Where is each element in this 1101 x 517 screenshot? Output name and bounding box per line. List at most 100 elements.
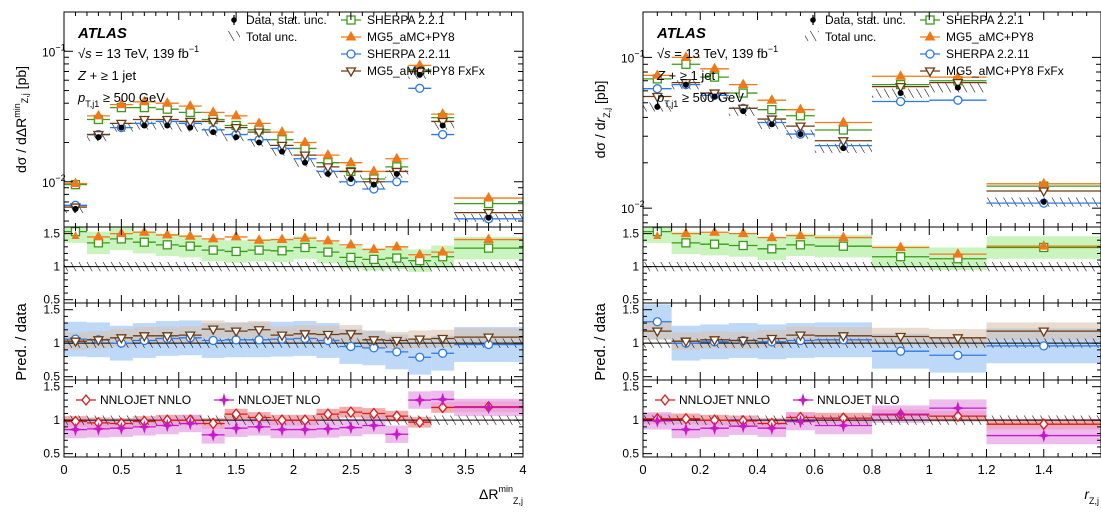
prediction-point [369, 166, 378, 174]
y-tick-label: 10−1 [42, 42, 66, 59]
ratio-panel-2: 0.511.5 [43, 303, 523, 384]
legend-data-label: Data, stat. unc. [246, 13, 327, 27]
ratio-point [301, 243, 309, 251]
x-tick-label: 1 [926, 462, 933, 477]
legend-total-label: Total unc. [246, 30, 297, 44]
prediction-point [484, 193, 493, 201]
prediction-point [209, 107, 218, 115]
data-point [233, 134, 239, 140]
ratio-point [347, 343, 355, 351]
x-tick-label: 2.5 [342, 462, 360, 477]
x-tick-label: 0.6 [806, 462, 824, 477]
legend: Data, stat. unc.Total unc.SHERPA 2.2.1MG… [226, 13, 485, 78]
x-axis-label: rZ,j [1084, 486, 1099, 506]
x-tick-label: 2 [290, 462, 297, 477]
legend-total-label: Total unc. [825, 30, 876, 44]
legend-marker [347, 68, 356, 76]
data-point [72, 206, 78, 212]
legend-marker [926, 50, 934, 58]
legend-marker [926, 68, 935, 76]
prediction-point [739, 80, 748, 88]
x-tick-label: 1.5 [227, 462, 245, 477]
data-point [1041, 199, 1047, 205]
prediction-point [232, 111, 241, 119]
data-point [95, 134, 101, 140]
x-tick-label: 4 [519, 462, 526, 477]
ratio-point [347, 253, 355, 261]
legend-label-fxfx: MG5_aMC+PY8 FxFx [367, 64, 485, 78]
data-point [279, 149, 285, 155]
ratio-point [653, 318, 661, 326]
ratio-point [163, 241, 171, 249]
x-tick-label: 0.4 [748, 462, 766, 477]
ratio-y-tick-label: 1 [53, 336, 60, 350]
data-point [118, 125, 124, 131]
prediction-point [323, 150, 332, 158]
prediction-point [897, 97, 905, 105]
prediction-point [954, 96, 962, 104]
ratio-point [209, 234, 218, 242]
ratio-point [393, 348, 401, 356]
data-point [256, 139, 262, 145]
x-tick-label: 0.8 [863, 462, 881, 477]
ratio-panel-2: 0.511.5 [622, 303, 1101, 384]
legend-marker [926, 32, 935, 40]
data-point [371, 182, 377, 188]
main-panel-1: 10−210−1dσ / drZ,j [pb]ATLAS√s = 13 TeV,… [592, 12, 1101, 227]
prediction-point [94, 111, 103, 119]
legend-data-label: Data, stat. unc. [825, 13, 906, 27]
ratio-legend-label-nlo: NNLOJET NLO [817, 393, 899, 407]
legend-total-swatch [805, 31, 819, 41]
ratio-y-tick-label: 1 [53, 260, 60, 274]
legend-total-swatch [226, 31, 240, 41]
data-point [141, 122, 147, 128]
main-y-axis-label: dσ / dΔRminZ,j [pb] [12, 66, 30, 173]
prediction-point [839, 126, 847, 134]
y-tick-label: 10−2 [621, 199, 645, 216]
ratio-legend-label-nlo: NNLOJET NLO [238, 393, 320, 407]
ratio-point [439, 349, 447, 357]
experiment-label: ATLAS [656, 25, 706, 42]
prediction-point [300, 137, 309, 145]
data-point [325, 171, 331, 177]
main-frame [643, 12, 1101, 227]
chart-delta-r: 10−210−1dσ / dΔRminZ,j [pb]ATLAS√s = 13 … [12, 12, 527, 506]
prediction-point [416, 84, 424, 92]
ratio-panel-1: 0.511.5 [43, 227, 523, 307]
data-point [348, 176, 354, 182]
ratio-point [255, 246, 263, 254]
legend-label-mg5: MG5_aMC+PY8 [367, 30, 455, 44]
ratio-point [370, 255, 378, 263]
ratio-point [278, 247, 286, 255]
ratio-legend-marker [798, 395, 809, 406]
prediction-point [839, 117, 848, 125]
series-sherpa221 [64, 66, 523, 208]
prediction-point [1039, 188, 1048, 196]
ratio-point [346, 240, 355, 248]
ratio-y-tick-label: 1 [53, 413, 60, 427]
ratio-point [767, 233, 776, 241]
ratio-point [324, 248, 332, 256]
ratio-y-axis-label: Pred. / data [592, 303, 609, 381]
legend-marker [347, 32, 356, 40]
energy-label: √s = 13 TeV, 139 fb−1 [657, 44, 778, 61]
ratio-point [140, 238, 148, 246]
x-axis-label: ΔRminZ,j [479, 484, 523, 506]
legend-marker [347, 50, 355, 58]
ratio-point [897, 347, 905, 355]
legend-label-sherpa2211: SHERPA 2.2.11 [946, 47, 1030, 61]
x-tick-label: 3 [405, 462, 412, 477]
ratio-point [209, 336, 217, 344]
legend: Data, stat. unc.Total unc.SHERPA 2.2.1MG… [805, 13, 1064, 78]
energy-label: √s = 13 TeV, 139 fb−1 [78, 44, 199, 61]
y-tick-label: 10−2 [42, 173, 66, 190]
x-tick-label: 3.5 [457, 462, 475, 477]
cut-label: pT,j1 ≥ 500 GeV [656, 90, 744, 109]
legend-label-fxfx: MG5_aMC+PY8 FxFx [946, 64, 1064, 78]
ratio-y-tick-label: 0.5 [622, 447, 639, 461]
data-point [440, 122, 446, 128]
prediction-point [392, 154, 401, 162]
